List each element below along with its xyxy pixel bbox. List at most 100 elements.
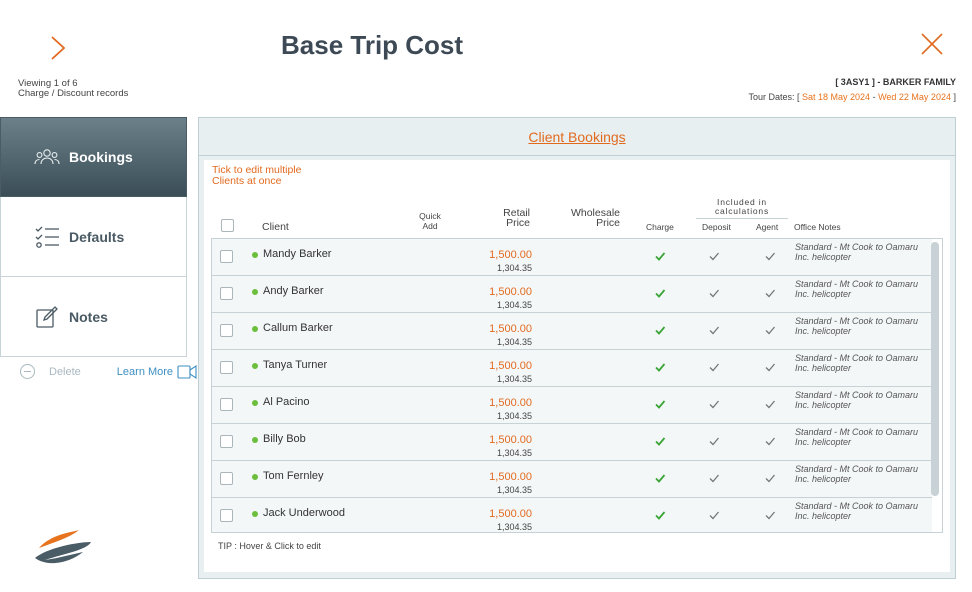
header-line: Price (596, 217, 620, 229)
table-row[interactable]: Billy Bob 1,500.00 1,304.35 Standard - M… (212, 424, 932, 461)
deposit-check-icon[interactable] (708, 250, 720, 262)
charge-check-icon[interactable] (654, 287, 666, 299)
table-row[interactable]: Tanya Turner 1,500.00 1,304.35 Standard … (212, 350, 932, 387)
row-checkbox[interactable] (220, 250, 233, 263)
table-row[interactable]: Jack Underwood 1,500.00 1,304.35 Standar… (212, 498, 932, 532)
retail-price[interactable]: 1,500.00 (489, 508, 532, 520)
sidebar-item-label: Bookings (69, 149, 133, 165)
edit-note-icon (33, 304, 61, 330)
video-camera-icon (177, 364, 197, 379)
charge-check-icon[interactable] (654, 509, 666, 521)
row-checkbox[interactable] (220, 398, 233, 411)
deposit-check-icon[interactable] (708, 509, 720, 521)
row-checkbox[interactable] (220, 287, 233, 300)
scrollbar-thumb[interactable] (931, 242, 939, 496)
col-header-charge: Charge (646, 222, 674, 232)
charge-check-icon[interactable] (654, 361, 666, 373)
agent-check-icon[interactable] (764, 509, 776, 521)
row-checkbox[interactable] (220, 324, 233, 337)
header-line: Price (506, 217, 530, 229)
charge-check-icon[interactable] (654, 472, 666, 484)
agent-check-icon[interactable] (764, 250, 776, 262)
charge-check-icon[interactable] (654, 324, 666, 336)
office-notes[interactable]: Standard - Mt Cook to Oamaru Inc. helico… (795, 501, 919, 521)
delete-button[interactable]: Delete (20, 364, 81, 379)
table-row[interactable]: Mandy Barker 1,500.00 1,304.35 Standard … (212, 239, 932, 276)
tick-note: Tick to edit multiple Clients at once (212, 165, 301, 187)
tick-note-line: Tick to edit multiple (212, 164, 302, 176)
row-checkbox[interactable] (220, 509, 233, 522)
charge-check-icon[interactable] (654, 398, 666, 410)
client-bookings-link[interactable]: Client Bookings (528, 128, 626, 145)
deposit-check-icon[interactable] (708, 398, 720, 410)
charge-check-icon[interactable] (654, 435, 666, 447)
agent-check-icon[interactable] (764, 361, 776, 373)
header-line: Quick (419, 211, 441, 221)
agent-check-icon[interactable] (764, 287, 776, 299)
retail-price[interactable]: 1,500.00 (489, 397, 532, 409)
office-notes[interactable]: Standard - Mt Cook to Oamaru Inc. helico… (795, 242, 919, 262)
header-line: Add (422, 221, 438, 231)
status-dot (252, 511, 258, 517)
agent-check-icon[interactable] (764, 324, 776, 336)
office-notes[interactable]: Standard - Mt Cook to Oamaru Inc. helico… (795, 390, 919, 410)
agent-check-icon[interactable] (764, 472, 776, 484)
sidebar-actions: Delete Learn More (20, 364, 197, 379)
learn-more-link[interactable]: Learn More (117, 364, 197, 379)
status-dot (252, 474, 258, 480)
status-dot (252, 289, 258, 295)
col-header-quick-add: Quick Add (410, 211, 450, 231)
cost-price: 1,304.35 (496, 448, 532, 458)
sidebar-item-bookings[interactable]: Bookings (0, 117, 187, 197)
retail-price[interactable]: 1,500.00 (489, 249, 532, 261)
retail-price[interactable]: 1,500.00 (489, 323, 532, 335)
retail-price[interactable]: 1,500.00 (489, 471, 532, 483)
office-notes[interactable]: Standard - Mt Cook to Oamaru Inc. helico… (795, 353, 919, 373)
deposit-check-icon[interactable] (708, 435, 720, 447)
col-header-deposit: Deposit (702, 222, 731, 232)
col-header-wholesale-price: Wholesale Price (544, 208, 620, 229)
tick-note-line: Clients at once (212, 175, 282, 187)
row-checkbox[interactable] (220, 472, 233, 485)
table-row[interactable]: Callum Barker 1,500.00 1,304.35 Standard… (212, 313, 932, 350)
charge-check-icon[interactable] (654, 250, 666, 262)
row-checkbox[interactable] (220, 435, 233, 448)
retail-price[interactable]: 1,500.00 (489, 360, 532, 372)
deposit-check-icon[interactable] (708, 287, 720, 299)
col-header-client: Client (262, 221, 289, 233)
viewing-text: Viewing 1 of 6 (18, 78, 78, 89)
deposit-check-icon[interactable] (708, 361, 720, 373)
cost-price: 1,304.35 (496, 263, 532, 273)
deposit-check-icon[interactable] (708, 472, 720, 484)
tour-start-date: Sat 18 May 2024 (802, 92, 871, 102)
office-notes[interactable]: Standard - Mt Cook to Oamaru Inc. helico… (795, 427, 919, 447)
office-notes[interactable]: Standard - Mt Cook to Oamaru Inc. helico… (795, 279, 919, 299)
sidebar-item-defaults[interactable]: Defaults (0, 197, 187, 277)
close-icon[interactable] (918, 30, 946, 58)
col-header-agent: Agent (756, 222, 779, 232)
bookings-table: Mandy Barker 1,500.00 1,304.35 Standard … (211, 238, 943, 533)
tour-end-date: Wed 22 May 2024 (878, 92, 951, 102)
agent-check-icon[interactable] (764, 435, 776, 447)
retail-price[interactable]: 1,500.00 (489, 434, 532, 446)
table-row[interactable]: Andy Barker 1,500.00 1,304.35 Standard -… (212, 276, 932, 313)
col-group-included: Included in calculations (696, 198, 788, 216)
office-notes[interactable]: Standard - Mt Cook to Oamaru Inc. helico… (795, 464, 919, 484)
next-arrow-icon[interactable] (46, 34, 70, 62)
deposit-check-icon[interactable] (708, 324, 720, 336)
office-notes[interactable]: Standard - Mt Cook to Oamaru Inc. helico… (795, 316, 919, 336)
retail-price[interactable]: 1,500.00 (489, 286, 532, 298)
select-all-checkbox[interactable] (221, 219, 234, 232)
record-counter: Viewing 1 of 6 Charge / Discount records (18, 79, 128, 99)
row-checkbox[interactable] (220, 361, 233, 374)
client-name: Jack Underwood (263, 507, 345, 519)
header-line: Included in (717, 197, 767, 207)
cost-price: 1,304.35 (496, 374, 532, 384)
tour-dates-suffix: ] (953, 92, 956, 102)
table-row[interactable]: Al Pacino 1,500.00 1,304.35 Standard - M… (212, 387, 932, 424)
table-row[interactable]: Tom Fernley 1,500.00 1,304.35 Standard -… (212, 461, 932, 498)
bookings-content: Tick to edit multiple Clients at once Cl… (204, 160, 950, 572)
sidebar-item-notes[interactable]: Notes (0, 277, 187, 357)
people-icon (33, 144, 61, 170)
agent-check-icon[interactable] (764, 398, 776, 410)
